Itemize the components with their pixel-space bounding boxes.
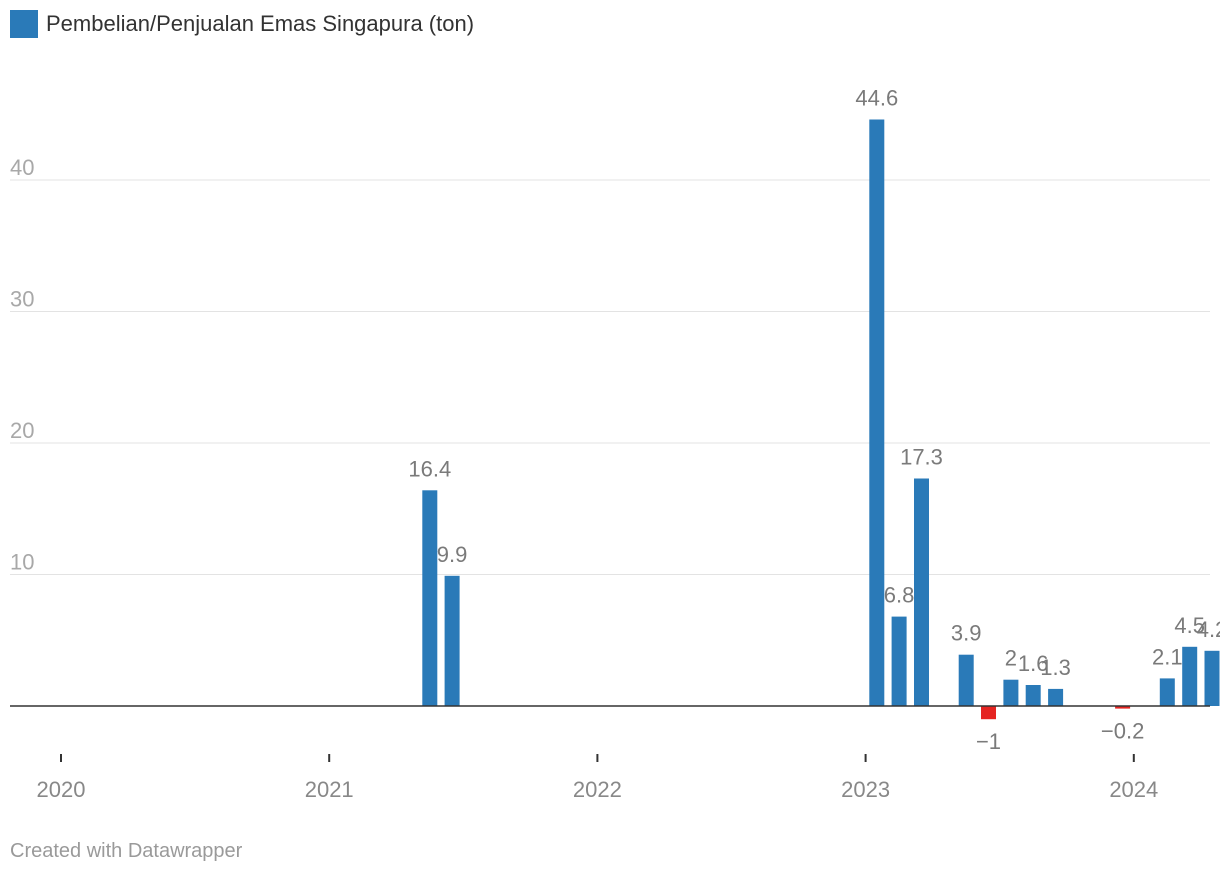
value-label: 2 [1005,646,1017,671]
bar [1159,678,1175,706]
legend: Pembelian/Penjualan Emas Singapura (ton) [10,10,474,38]
value-labels: 16.4 9.9 44.6 6.8 17.3 3.9 −1 2 1.61.3 −0.2 2.1 4.5… [408,86,1220,755]
x-axis: 2020 2021 2022 2023 2024 [10,705,1210,802]
x-tick-label: 2023 [841,777,890,802]
y-tick-label: 10 [10,550,34,575]
bar [422,490,438,706]
legend-swatch [10,10,38,38]
value-label: 1.3 [1040,655,1071,680]
value-label: 2.1 [1152,644,1183,669]
value-label: 3.9 [951,621,982,646]
bar [958,654,974,706]
x-tick-label: 2022 [573,777,622,802]
value-label: 1.6 [1018,651,1049,676]
bar [891,616,907,706]
footer-credit: Created with Datawrapper [10,840,243,862]
bar [1003,679,1019,706]
bar-chart: 10 20 30 40 2020 2021 2022 2023 2024 16.4 9.9 44.… [10,86,1220,802]
bar [1115,706,1131,709]
bar [914,478,929,706]
legend-label: Pembelian/Penjualan Emas Singapura (ton) [46,11,475,36]
bar [1048,688,1064,706]
value-label: 17.3 [900,445,943,470]
x-tick-label: 2021 [305,777,354,802]
bars [422,119,1220,720]
x-tick-label: 2024 [1109,777,1158,802]
y-tick-label: 20 [10,418,34,443]
bar [869,119,885,706]
x-tick-label: 2020 [37,777,86,802]
bar [444,575,460,706]
value-label: −0.2 [1101,719,1144,744]
bar [1182,646,1198,706]
value-label: 4.5 [1174,613,1205,638]
value-label: 9.9 [437,542,468,567]
gridlines: 10 20 30 40 [10,155,1210,575]
value-label: 16.4 [408,456,451,481]
bar [1025,685,1041,706]
bar [981,706,996,720]
value-label: 4.2 [1197,617,1220,642]
y-tick-label: 40 [10,155,34,180]
value-label: −1 [976,729,1001,754]
bar [1204,650,1220,706]
y-tick-label: 30 [10,287,34,312]
value-label: 44.6 [855,86,898,111]
value-label: 6.8 [884,583,915,608]
